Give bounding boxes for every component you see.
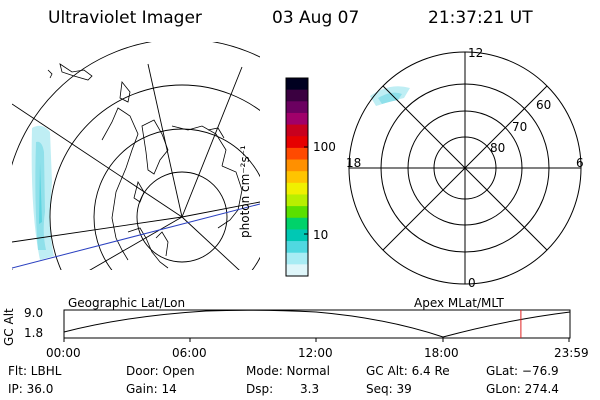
aurora-emission [31, 125, 54, 260]
instrument-title: Ultraviolet Imager [48, 8, 202, 28]
status-dsp-label: Dsp: [246, 382, 274, 396]
geographic-map [12, 42, 260, 270]
status-ip: IP: 36.0 [8, 382, 54, 396]
polar-mlt-plot [348, 51, 582, 285]
colorbar-stripe [286, 252, 308, 265]
mlt-label-6: 6 [576, 156, 584, 170]
time-tick-0600: 06:00 [172, 346, 207, 360]
altitude-left-title: Geographic Lat/Lon [68, 296, 186, 310]
status-dsp-value: 3.3 [300, 382, 320, 396]
colorbar-stripe [286, 101, 308, 114]
mlt-label-12: 12 [468, 46, 484, 60]
status-seq: Seq: 39 [366, 382, 412, 396]
status-gain: Gain: 14 [126, 382, 177, 396]
time-tick-0000: 00:00 [46, 346, 81, 360]
mlt-label-0: 0 [468, 276, 476, 290]
colorbar-stripe [286, 264, 308, 277]
status-filter: Flt: LBHL [8, 364, 62, 378]
lat-label-60: 60 [536, 98, 552, 112]
mlt-label-18: 18 [346, 156, 362, 170]
colorbar-tick-100: 100 [313, 140, 336, 154]
status-gc-alt: GC Alt: 6.4 Re [366, 364, 450, 378]
colorbar-stripe [286, 147, 308, 161]
colorbar-tick-10: 10 [313, 228, 329, 242]
altitude-plot [63, 309, 571, 342]
observation-time: 21:37:21 UT [428, 8, 533, 28]
colorbar-stripe [286, 229, 308, 242]
colorbar-stripe [286, 241, 308, 254]
orbit-track [12, 203, 260, 269]
coastline [47, 63, 243, 269]
colorbar-stripe [286, 182, 308, 196]
colorbar-stripe [286, 194, 308, 207]
status-mode: Mode: Normal [246, 364, 330, 378]
colorbar-stripe [286, 78, 308, 91]
altitude-axis-label: GC Alt [2, 308, 16, 346]
lat-label-70: 70 [512, 120, 528, 134]
colorbar-stripe [286, 171, 308, 184]
time-tick-1200: 12:00 [298, 346, 333, 360]
status-glat: GLat: −76.9 [486, 364, 559, 378]
status-glon: GLon: 274.4 [486, 382, 559, 396]
colorbar-stripe [286, 112, 308, 126]
altitude-tick-1-8: 1.8 [24, 326, 44, 340]
colorbar-gradient [286, 78, 308, 277]
lat-label-80: 80 [490, 141, 506, 155]
colorbar-stripe [286, 159, 308, 172]
altitude-tick-9: 9.0 [24, 306, 44, 320]
colorbar-stripe [286, 217, 308, 231]
colorbar-stripe [286, 124, 308, 137]
time-tick-2359: 23:59 [554, 346, 589, 360]
observation-date: 03 Aug 07 [272, 8, 360, 28]
altitude-right-title: Apex MLat/MLT [414, 296, 504, 310]
aurora-emission-polar [370, 86, 410, 106]
colorbar [285, 77, 309, 277]
colorbar-stripe [286, 89, 308, 102]
status-door: Door: Open [126, 364, 195, 378]
altitude-curve [63, 309, 571, 338]
colorbar-stripe [286, 206, 308, 219]
colorbar-stripe [286, 136, 308, 149]
colorbar-unit-label: photon cm⁻²s⁻¹ [238, 145, 252, 238]
time-tick-1800: 18:00 [424, 346, 459, 360]
